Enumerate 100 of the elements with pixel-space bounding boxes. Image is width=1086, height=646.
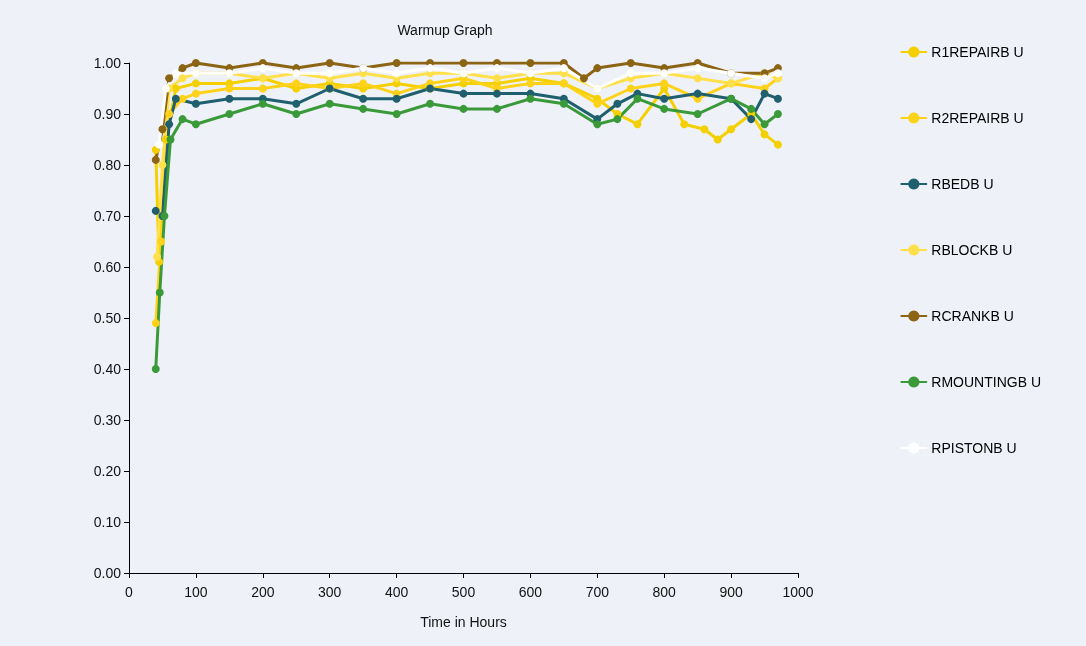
point <box>613 99 622 108</box>
x-tick-label: 900 <box>719 584 743 600</box>
point <box>225 84 234 93</box>
point <box>191 120 200 129</box>
y-tick-label: 1.00 <box>93 55 122 71</box>
y-tick-label: 0.00 <box>93 565 122 581</box>
point <box>155 140 164 149</box>
point <box>165 74 174 83</box>
legend-label: R1REPAIRB U <box>931 44 1024 60</box>
point <box>225 94 234 103</box>
point <box>161 84 170 93</box>
legend-label: RBEDB U <box>931 176 994 192</box>
point <box>579 74 588 83</box>
point <box>191 79 200 88</box>
point <box>559 99 568 108</box>
point <box>178 64 187 73</box>
point <box>760 130 769 139</box>
point <box>773 110 782 118</box>
point <box>626 69 635 78</box>
point <box>166 135 175 144</box>
point <box>392 110 401 118</box>
point <box>359 94 368 103</box>
point <box>633 120 642 129</box>
point <box>459 89 468 98</box>
point <box>660 79 669 88</box>
point <box>747 104 756 113</box>
point <box>392 59 401 67</box>
point <box>359 79 368 88</box>
y-tick-label: 0.20 <box>93 463 122 479</box>
point <box>593 64 602 73</box>
x-tick-label: 800 <box>652 584 677 600</box>
x-tick-label: 100 <box>184 584 208 600</box>
point <box>700 125 709 134</box>
x-tick-label: 700 <box>585 584 610 600</box>
point <box>158 161 167 169</box>
legend-label: RMOUNTINGB U <box>931 374 1042 390</box>
point <box>626 59 635 67</box>
y-tick-label: 0.60 <box>93 259 122 275</box>
y-tick-label: 0.50 <box>93 310 122 326</box>
x-tick-label: 500 <box>451 584 476 600</box>
point <box>613 115 622 124</box>
y-tick-label: 0.70 <box>93 208 122 224</box>
x-tick-label: 400 <box>384 584 409 600</box>
point <box>593 99 602 108</box>
point <box>151 319 160 328</box>
point <box>773 140 782 149</box>
point <box>492 64 501 73</box>
point <box>325 59 334 67</box>
point <box>178 115 187 124</box>
point <box>178 74 187 83</box>
point <box>492 89 501 98</box>
point <box>191 99 200 108</box>
point <box>459 104 468 113</box>
point <box>151 155 160 164</box>
point <box>392 69 401 78</box>
point <box>151 365 160 373</box>
x-tick-label: 600 <box>518 584 543 600</box>
y-tick-label: 0.40 <box>93 361 122 377</box>
y-tick-label: 0.30 <box>93 412 122 428</box>
y-tick-label: 0.10 <box>93 514 122 530</box>
x-tick-label: 200 <box>251 584 275 600</box>
point <box>459 59 468 67</box>
point <box>693 64 702 73</box>
point <box>626 84 635 93</box>
point <box>526 94 535 103</box>
y-tick-label: 0.80 <box>93 157 122 173</box>
point <box>760 74 769 83</box>
point <box>359 104 368 113</box>
legend-label: RCRANKB U <box>931 308 1014 324</box>
legend-label: R2REPAIRB U <box>931 110 1024 126</box>
legend-label: RBLOCKB U <box>931 242 1013 258</box>
point <box>747 115 756 124</box>
point <box>693 89 702 98</box>
point <box>178 94 187 103</box>
point <box>633 94 642 103</box>
point <box>680 120 689 129</box>
point <box>151 206 160 215</box>
point <box>325 69 334 78</box>
point <box>526 79 535 88</box>
point <box>191 89 200 98</box>
point <box>165 120 174 129</box>
point <box>392 94 401 103</box>
point <box>660 94 669 103</box>
point <box>426 64 435 73</box>
x-tick-label: 1000 <box>782 584 814 600</box>
point <box>713 135 722 144</box>
point <box>492 104 501 113</box>
point <box>559 64 568 73</box>
point <box>292 79 301 88</box>
point <box>773 94 782 103</box>
point <box>225 110 234 118</box>
point <box>157 237 166 246</box>
point <box>292 110 301 118</box>
point <box>760 89 769 98</box>
point <box>171 94 180 103</box>
point <box>153 252 162 261</box>
point <box>258 84 267 93</box>
point <box>325 99 334 108</box>
x-tick-label: 0 <box>125 584 134 600</box>
point <box>165 110 174 118</box>
